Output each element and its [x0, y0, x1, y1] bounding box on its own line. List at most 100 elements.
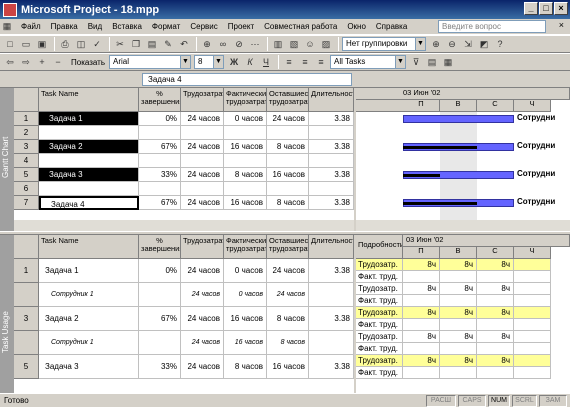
- plus-icon[interactable]: +: [39, 57, 45, 67]
- close-document-icon[interactable]: ×: [558, 20, 564, 30]
- task-name-cell[interactable]: Задача 4: [39, 196, 139, 210]
- hours-cell[interactable]: 8ч: [403, 331, 440, 343]
- select-all-corner[interactable]: [14, 235, 39, 259]
- assign-resources-icon[interactable]: ☺: [305, 39, 315, 49]
- grouping-select[interactable]: Нет группировки ▼: [342, 37, 426, 51]
- hours-cell[interactable]: [403, 343, 440, 355]
- data-cell[interactable]: 3.38: [309, 355, 354, 379]
- data-cell[interactable]: [181, 154, 224, 168]
- data-cell[interactable]: 24 часов: [181, 112, 224, 126]
- data-cell[interactable]: 24 часов: [181, 168, 224, 182]
- hours-cell[interactable]: [403, 295, 440, 307]
- column-header[interactable]: Длительность: [309, 235, 354, 259]
- font-select[interactable]: Arial ▼: [109, 55, 192, 69]
- data-cell[interactable]: 8 часов: [267, 196, 309, 210]
- data-cell[interactable]: 24 часов: [181, 140, 224, 154]
- data-cell[interactable]: [309, 126, 354, 140]
- publish-icon[interactable]: ▨: [321, 38, 331, 49]
- bold-button[interactable]: Ж: [229, 57, 239, 67]
- data-cell[interactable]: 16 часов: [267, 355, 309, 379]
- data-cell[interactable]: [139, 331, 181, 355]
- data-cell[interactable]: 8 часов: [224, 168, 267, 182]
- data-cell[interactable]: 16 часов: [224, 196, 267, 210]
- menu-item[interactable]: Правка: [50, 22, 78, 31]
- row-number[interactable]: 5: [14, 168, 39, 182]
- hours-cell[interactable]: [514, 343, 551, 355]
- data-cell[interactable]: 0%: [139, 259, 181, 283]
- hours-cell[interactable]: 8ч: [440, 307, 477, 319]
- row-number[interactable]: 3: [14, 140, 39, 154]
- column-header[interactable]: Оставшиеся трудозатраты: [267, 235, 309, 259]
- row-number[interactable]: 5: [14, 355, 39, 379]
- open-icon[interactable]: ▭: [21, 38, 31, 49]
- close-button[interactable]: ×: [554, 2, 568, 15]
- column-header[interactable]: Трудозатраты: [181, 88, 224, 112]
- data-cell[interactable]: 16 часов: [224, 307, 267, 331]
- data-cell[interactable]: [139, 126, 181, 140]
- hours-cell[interactable]: 8ч: [477, 259, 514, 271]
- new-icon[interactable]: □: [7, 39, 13, 49]
- row-number[interactable]: 2: [14, 126, 39, 140]
- hours-cell[interactable]: [403, 271, 440, 283]
- hours-cell[interactable]: [477, 367, 514, 379]
- data-cell[interactable]: 0 часов: [224, 283, 267, 307]
- align-right-icon[interactable]: ≡: [318, 57, 324, 67]
- undo-icon[interactable]: ↶: [180, 38, 188, 49]
- hours-cell[interactable]: [477, 319, 514, 331]
- save-icon[interactable]: ▣: [37, 38, 47, 49]
- help-search-input[interactable]: Введите вопрос: [438, 20, 546, 33]
- paste-icon[interactable]: ▤: [147, 38, 157, 49]
- hours-cell[interactable]: 8ч: [477, 307, 514, 319]
- data-cell[interactable]: [139, 154, 181, 168]
- menu-item[interactable]: Сервис: [190, 22, 218, 31]
- copy-icon[interactable]: ❐: [131, 38, 141, 49]
- task-name-cell[interactable]: Задача 2: [39, 307, 139, 331]
- minimize-button[interactable]: _: [524, 2, 538, 15]
- row-number[interactable]: [14, 283, 39, 307]
- format-painter-icon[interactable]: ✎: [164, 38, 172, 49]
- hours-cell[interactable]: [440, 295, 477, 307]
- column-header[interactable]: Фактические трудозатраты: [224, 235, 267, 259]
- autofilter-icon[interactable]: ⊽: [412, 56, 420, 67]
- hours-cell[interactable]: [514, 259, 551, 271]
- menu-item[interactable]: Формат: [151, 22, 181, 31]
- hours-cell[interactable]: [440, 343, 477, 355]
- data-cell[interactable]: 33%: [139, 168, 181, 182]
- column-header[interactable]: Длительность: [309, 88, 354, 112]
- data-cell[interactable]: 24 часов: [267, 259, 309, 283]
- hours-cell[interactable]: [477, 343, 514, 355]
- data-cell[interactable]: 16 часов: [267, 168, 309, 182]
- minus-icon[interactable]: −: [55, 57, 61, 67]
- hours-cell[interactable]: [514, 283, 551, 295]
- data-cell[interactable]: [181, 126, 224, 140]
- copy-picture-icon[interactable]: ◩: [479, 38, 489, 49]
- data-cell[interactable]: 24 часов: [267, 112, 309, 126]
- data-cell[interactable]: 24 часов: [181, 283, 224, 307]
- column-header[interactable]: Оставшиеся трудозатраты: [267, 88, 309, 112]
- data-cell[interactable]: 33%: [139, 355, 181, 379]
- hyperlink-icon[interactable]: ⊕: [203, 38, 211, 49]
- preview-icon[interactable]: ◫: [76, 38, 86, 49]
- row-number[interactable]: 1: [14, 259, 39, 283]
- data-cell[interactable]: 24 часов: [181, 196, 224, 210]
- data-cell[interactable]: 24 часов: [181, 355, 224, 379]
- spelling-icon[interactable]: ✓: [93, 38, 101, 49]
- row-number[interactable]: 4: [14, 154, 39, 168]
- arrow-left-icon[interactable]: ⇦: [6, 56, 14, 67]
- data-cell[interactable]: 3.38: [309, 140, 354, 154]
- row-number[interactable]: 1: [14, 112, 39, 126]
- hours-cell[interactable]: [514, 271, 551, 283]
- link-tasks-icon[interactable]: ∞: [219, 39, 227, 49]
- data-cell[interactable]: [267, 126, 309, 140]
- data-cell[interactable]: 24 часов: [181, 331, 224, 355]
- data-cell[interactable]: [181, 182, 224, 196]
- task-name-cell[interactable]: Сотрудник 1: [39, 283, 139, 307]
- hours-cell[interactable]: 8ч: [477, 355, 514, 367]
- entry-field[interactable]: Задача 4: [142, 73, 352, 86]
- data-cell[interactable]: [224, 154, 267, 168]
- table-icon[interactable]: ▦: [443, 56, 453, 67]
- data-cell[interactable]: 3.38: [309, 307, 354, 331]
- data-cell[interactable]: 3.38: [309, 196, 354, 210]
- data-cell[interactable]: 3.38: [309, 259, 354, 283]
- task-name-cell[interactable]: [39, 126, 139, 140]
